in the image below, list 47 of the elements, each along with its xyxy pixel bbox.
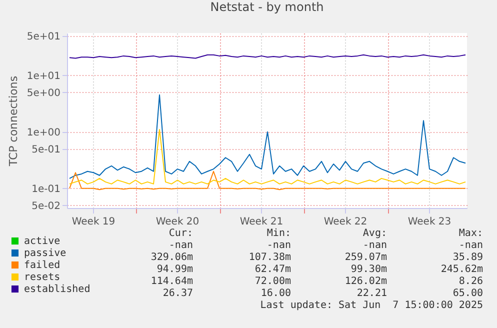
text: 35.89 — [452, 252, 483, 264]
text: 126.02m — [344, 276, 387, 288]
text: Last update: Sat Jun 7 15:00:00 2025 — [260, 300, 483, 311]
y-tick-label: 5e+01 — [26, 31, 60, 42]
text: 62.47m — [254, 264, 291, 276]
text: 65.00 — [452, 288, 483, 300]
legend-label: failed — [24, 260, 60, 271]
text: -nan — [168, 240, 193, 252]
text: -nan — [266, 240, 291, 252]
x-tick-label: Week 23 — [408, 216, 452, 228]
text: 8.26 — [458, 276, 483, 288]
line-series — [69, 170, 466, 190]
text: Max: — [458, 228, 483, 240]
text: 26.37 — [162, 288, 193, 300]
y-axis-title: TCP connections — [6, 76, 20, 168]
y-tick-label: 1e+01 — [26, 70, 60, 82]
text: Avg: — [362, 228, 387, 240]
y-tick-label: 5e-02 — [32, 200, 60, 212]
text: 22.21 — [356, 288, 387, 300]
legend-label: established — [24, 284, 90, 295]
text: 245.62m — [440, 264, 483, 276]
line-series — [69, 129, 466, 184]
chart-title: Netstat - by month — [210, 0, 324, 14]
legend-label: resets — [24, 272, 60, 283]
text: 107.38m — [248, 252, 291, 264]
x-tick-label: Week 20 — [156, 216, 200, 228]
y-tick-label: 5e+00 — [26, 88, 60, 99]
legend-label: passive — [24, 248, 66, 259]
x-tick-label: Week 22 — [324, 216, 368, 228]
text: -nan — [362, 240, 387, 252]
text: 99.30m — [350, 264, 387, 276]
x-tick-label: Week 19 — [72, 216, 116, 228]
text: 114.64m — [150, 276, 193, 288]
legend-label: active — [24, 236, 60, 247]
text: 94.99m — [156, 264, 193, 276]
line-series — [69, 94, 466, 179]
y-tick-label: 5e-01 — [32, 144, 60, 156]
text: 72.00m — [254, 276, 291, 288]
x-tick-label: Week 21 — [240, 216, 284, 228]
text: Cur: — [168, 228, 193, 240]
text: 329.06m — [150, 252, 193, 264]
y-tick-label: 1e-01 — [32, 184, 60, 195]
text: Min: — [266, 228, 291, 240]
y-tick-label: 1e+00 — [26, 127, 60, 138]
text: 16.00 — [260, 288, 291, 300]
text: -nan — [458, 240, 483, 252]
text: 259.07m — [344, 252, 387, 264]
